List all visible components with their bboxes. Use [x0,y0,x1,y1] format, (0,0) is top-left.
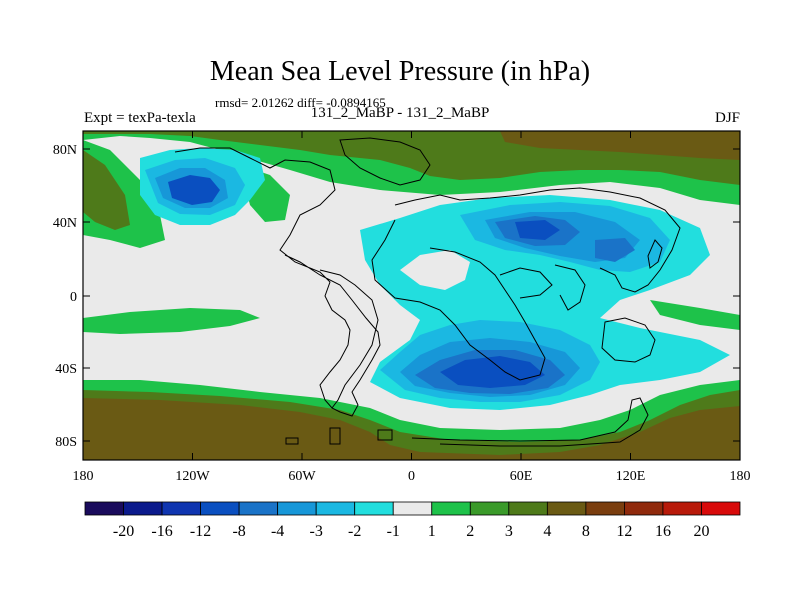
north-america-coast [174,147,381,417]
lat-tick-label: 40N [53,216,77,231]
southern-islands [285,427,393,445]
colorbar-swatch [123,501,163,516]
north-pacific-low-core [168,175,220,205]
colorbar-label: 8 [582,523,590,540]
colorbar-swatch [624,501,664,516]
lat-tick-label: 40S [55,362,77,377]
colorbar-swatch [84,501,124,516]
colorbar: -20 -16 -12 -8 -4 -3 -2 -1 1 2 3 4 8 12 16 20 [84,501,741,540]
colorbar-swatch [354,501,394,516]
antarctica-coast [411,397,649,447]
colorbar-swatch [585,501,625,516]
lon-tick-label: 60W [288,469,316,484]
lon-tick-label: 60E [510,469,533,484]
colorbar-label: 20 [693,523,709,540]
siberia-east-deepblue [595,238,635,262]
colorbar-label: 3 [505,523,513,540]
eurasia-coast [394,187,681,293]
south-brown-core [83,398,740,460]
colorbar-label: -4 [271,523,284,540]
season-label: DJF [714,110,740,126]
india-coast [554,264,586,311]
colorbar-label: -3 [310,523,323,540]
longitude-axis: 180 120W 60W 0 60E 120E 180 [73,131,751,484]
colorbar-label: -20 [113,523,134,540]
lon-tick-label: 180 [730,469,751,484]
south-america-coast [319,269,379,409]
map-title: Mean Sea Level Pressure (in hPa) [209,56,591,87]
coastlines [174,137,681,447]
africa-coast [371,219,546,381]
experiment-label: Expt = texPa-texla [84,110,196,126]
japan-coast [647,239,663,269]
colorbar-label: 4 [543,523,551,540]
colorbar-label: 2 [466,523,474,540]
colorbar-swatch [200,501,240,516]
sahara-gray-hole [400,250,470,290]
northwest-olive-lobe [83,150,130,230]
colorbar-label: -12 [190,523,211,540]
colorbar-swatch [431,501,471,516]
lat-tick-label: 80N [53,143,77,158]
colorbar-swatch [508,501,548,516]
colorbar-swatch [469,501,510,516]
colorbar-swatch [662,501,702,516]
colorbar-label: -8 [232,523,245,540]
lon-tick-label: 180 [73,469,94,484]
lat-tick-label: 0 [70,290,77,305]
colorbar-swatch [701,501,741,516]
lon-tick-label: 0 [408,469,415,484]
arabia-coast [499,267,553,299]
colorbar-label: 12 [616,523,632,540]
rmsd-diff-stats: rmsd= 2.01262 diff= -0.0894165 [215,95,386,110]
south-low-navy-core [440,356,545,388]
latitude-axis: 80N 40N 0 40S 80S [53,143,740,450]
colorbar-swatch [238,501,279,516]
run-comparison-label: 131_2_MaBP - 131_2_MaBP [310,105,490,121]
colorbar-swatch [161,501,201,516]
colorbar-swatch [546,501,587,516]
pressure-field [83,131,740,460]
colorbar-label: -2 [348,523,361,540]
east-pacific-green-streak [83,308,260,334]
colorbar-label: 1 [428,523,436,540]
lon-tick-label: 120E [616,469,646,484]
colorbar-label: -16 [151,523,172,540]
colorbar-label: -1 [387,523,400,540]
colorbar-swatch [277,501,317,516]
lon-tick-label: 120W [175,469,210,484]
colorbar-label: 16 [655,523,671,540]
indian-ocean-green-streak [650,300,740,330]
lat-tick-label: 80S [55,435,77,450]
australia-coast [601,317,656,363]
north-brown-core [500,131,740,160]
greenland-coast [339,137,431,186]
siberia-navy-core [515,220,560,240]
colorbar-swatch [315,501,356,516]
colorbar-swatch [392,501,433,516]
